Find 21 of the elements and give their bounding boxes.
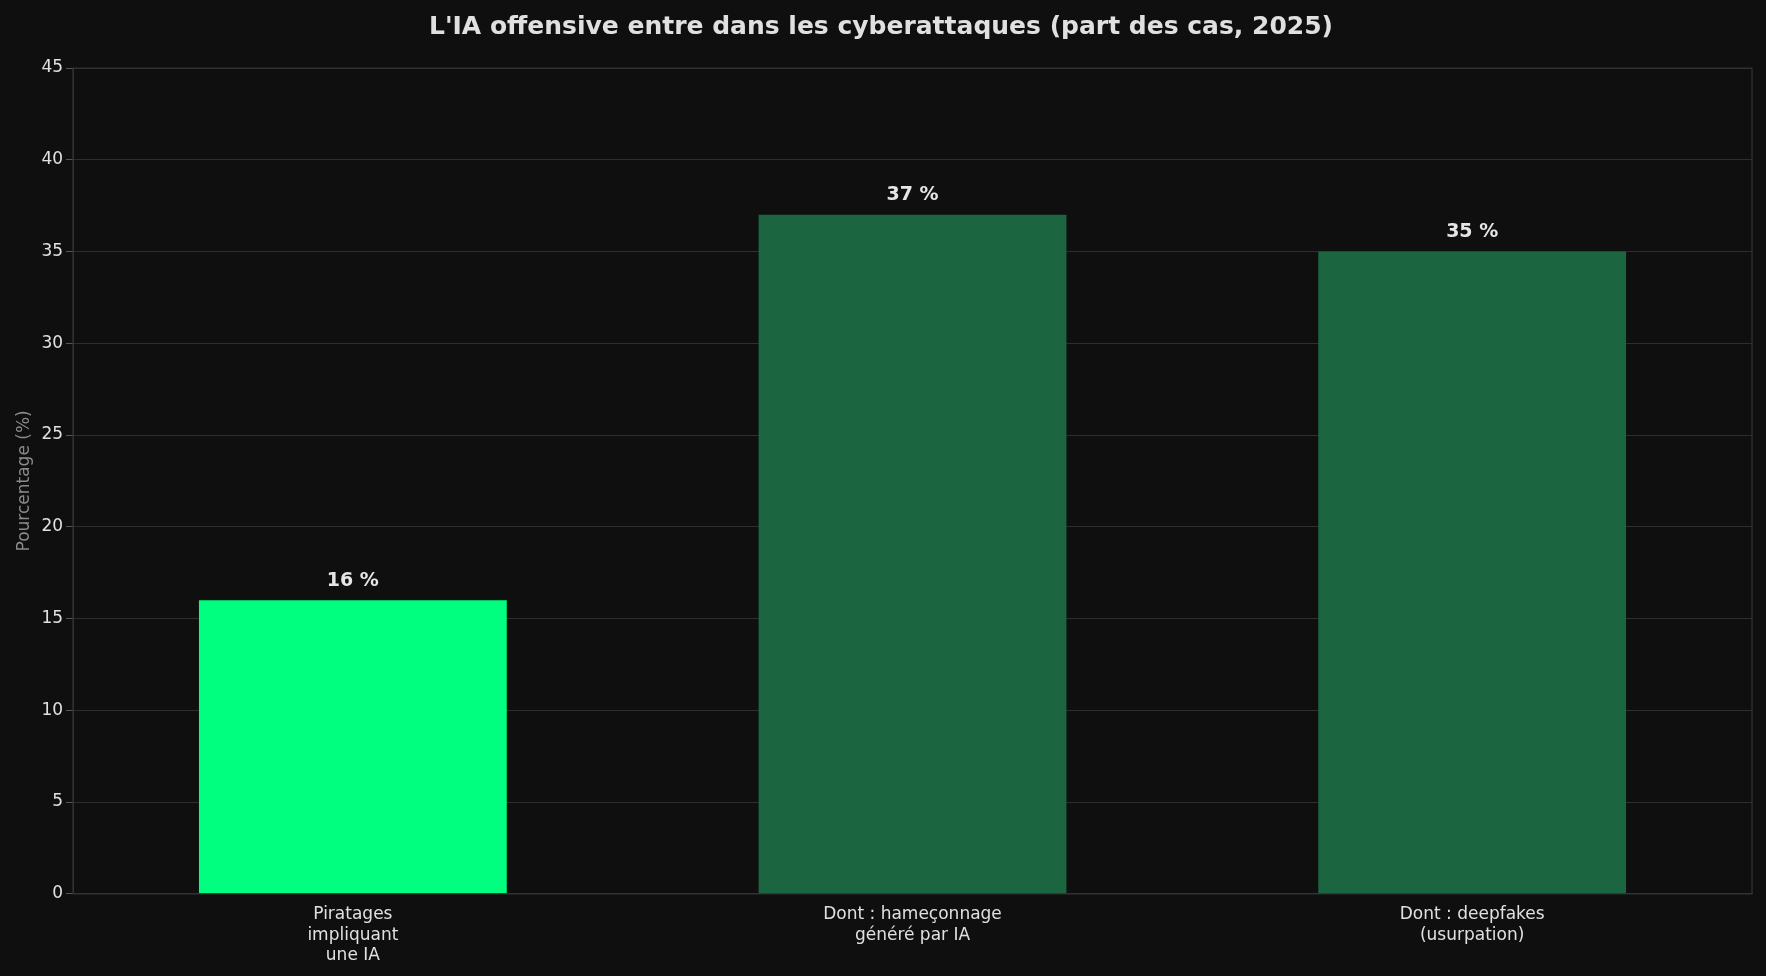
data-label: 16 % <box>326 567 379 590</box>
y-tick-label: 30 <box>41 331 64 352</box>
y-tick-label: 10 <box>41 698 64 719</box>
y-tick-label: 35 <box>41 239 64 260</box>
y-tick-label: 15 <box>41 606 64 627</box>
x-tick-label: Dont : deepfakes (usurpation) <box>1399 903 1545 944</box>
x-tick-label: Dont : hameçonnage généré par IA <box>823 903 1002 944</box>
data-label: 37 % <box>886 182 939 205</box>
x-tick-label: Piratages impliquant une IA <box>307 903 399 965</box>
y-tick-label: 0 <box>52 882 64 903</box>
y-tick-label: 5 <box>52 790 64 811</box>
bar <box>758 214 1067 894</box>
chart-title: L'IA offensive entre dans les cyberattaques (part des cas, 2025) <box>428 10 1334 40</box>
bar <box>198 600 507 894</box>
y-tick-label: 25 <box>41 423 64 444</box>
data-label: 35 % <box>1446 218 1499 241</box>
y-tick-label: 45 <box>41 56 64 77</box>
y-tick-label: 20 <box>41 515 64 536</box>
y-tick-label: 40 <box>41 148 64 169</box>
bar <box>1318 251 1627 894</box>
y-axis-title: Pourcentage (%) <box>12 410 33 552</box>
